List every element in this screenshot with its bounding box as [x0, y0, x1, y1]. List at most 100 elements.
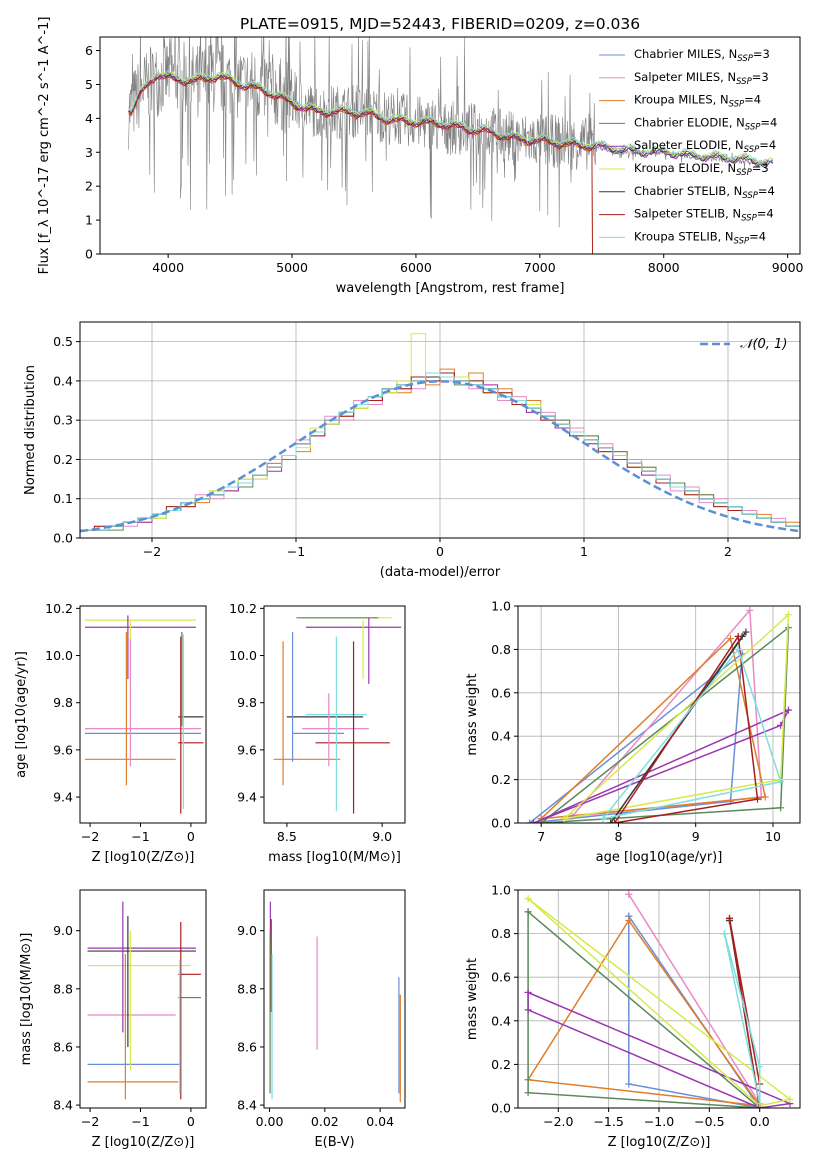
weight-vs-z-frame	[517, 889, 801, 1109]
weight-vs-age-series-line	[529, 652, 743, 823]
mass-vs-z-frame	[79, 889, 207, 1109]
legend-label: Chabrier STELIB, NSSP=4	[634, 184, 775, 201]
legend-label: Kroupa ELODIE, NSSP=3	[634, 161, 769, 178]
weight-vs-z-point-marker	[524, 1089, 532, 1097]
spectrum-ytick-label: 0	[85, 247, 93, 262]
legend-label: Salpeter ELODIE, NSSP=4	[634, 138, 776, 155]
spectrum-axes: 4000 5000 6000 7000 8000 9000 0 1 2 3 4 5 6 wavelengt…	[85, 43, 804, 296]
weight-vs-z-xtick-label: −0.5	[694, 1114, 724, 1129]
weight-vs-age-series-line	[533, 708, 791, 823]
age-vs-z-ytick-label: 10.0	[45, 648, 73, 663]
weight-vs-z-series-line	[527, 898, 792, 1107]
mass-vs-z-ylabel: mass [log10(M/M⊙)]	[19, 933, 34, 1066]
mass-vs-ebv-ytick-label: 8.6	[237, 1039, 257, 1054]
weight-vs-z-xtick-label: 0.0	[750, 1114, 770, 1129]
weight-vs-age-xtick-label: 9	[692, 829, 700, 844]
spectrum-ytick-label: 4	[85, 111, 93, 126]
age-vs-z-ytick-label: 10.2	[45, 601, 73, 616]
residuals-xtick-label: −1	[287, 544, 305, 559]
weight-vs-age-series-line	[540, 626, 790, 823]
weight-vs-age-series-line	[602, 647, 782, 820]
weight-vs-age-point-marker	[599, 815, 607, 823]
weight-vs-age-point-marker	[611, 819, 619, 823]
age-vs-mass-frame	[263, 605, 406, 824]
weight-vs-age-point-marker	[734, 632, 742, 640]
weight-vs-age-ylabel: mass weight	[465, 673, 480, 755]
age-vs-z-ytick-label: 9.8	[53, 695, 73, 710]
residuals-ytick-label: 0.4	[53, 373, 73, 388]
weight-vs-z-xlabel: Z [log10(Z/Z⊙)]	[608, 1135, 711, 1150]
residuals-frame	[79, 321, 801, 539]
weight-vs-z-point-marker	[524, 908, 532, 916]
mass-vs-z-xtick-label: −1	[131, 1114, 149, 1129]
weight-vs-z-point-marker	[786, 1095, 794, 1103]
weight-vs-age-ytick-label: 0.4	[491, 729, 511, 744]
residuals-ytick-label: 0.1	[53, 491, 73, 506]
weight-vs-age-ytick-label: 0.8	[491, 642, 511, 657]
legend-label: Kroupa MILES, NSSP=4	[634, 93, 761, 110]
gaussian-curve	[80, 380, 800, 533]
residuals-xlabel: (data-model)/error	[380, 565, 501, 580]
weight-vs-z-ytick-label: 0.2	[491, 1057, 511, 1072]
legend-label: Chabrier ELODIE, NSSP=4	[634, 115, 777, 132]
spectrum-data-line	[128, 37, 773, 228]
weight-vs-age-xtick-label: 10	[765, 829, 781, 844]
age-vs-z-ylabel: age [log10(age/yr)]	[14, 651, 29, 778]
spectrum-xtick-label: 6000	[400, 260, 432, 275]
spectrum-ytick-label: 5	[85, 77, 93, 92]
legend-label: Salpeter MILES, NSSP=3	[634, 70, 769, 87]
figure-title: PLATE=0915, MJD=52443, FIBERID=0209, z=0…	[240, 15, 640, 33]
age-vs-mass-xlabel: mass [log10(M/M⊙)]	[268, 850, 401, 865]
weight-vs-z-point-marker	[726, 914, 733, 922]
spectrum-frame	[99, 36, 801, 255]
weight-vs-age-point-marker	[726, 635, 734, 643]
weight-vs-z-point-marker	[756, 1063, 764, 1071]
weight-vs-z-series-line	[527, 991, 793, 1108]
weight-vs-age-point-marker	[742, 628, 750, 636]
weight-vs-z-xtick-label: −1.0	[644, 1114, 674, 1129]
spectrum-xtick-label: 9000	[772, 260, 804, 275]
age-vs-z-ytick-label: 9.6	[53, 742, 73, 757]
mass-vs-z-axes: −2 −1 0 8.4 8.6 8.8 9.0 Z [log10(Z/Z⊙)] mass [lo…	[19, 923, 195, 1150]
age-vs-mass-ytick-label: 9.6	[237, 742, 257, 757]
weight-vs-age-ytick-label: 0.6	[491, 685, 511, 700]
residuals-xtick-label: 0	[436, 544, 444, 559]
age-vs-z-xtick-label: −1	[131, 829, 149, 844]
weight-vs-age-point-marker	[734, 645, 742, 653]
spectrum-xtick-label: 8000	[648, 260, 680, 275]
weight-vs-z-series-line	[527, 919, 762, 1107]
residuals-ytick-label: 0.0	[53, 531, 73, 546]
weight-vs-age-point-marker	[784, 611, 792, 619]
weight-vs-age-point-marker	[746, 606, 754, 614]
mass-vs-ebv-ytick-label: 8.8	[237, 981, 257, 996]
weight-vs-z-ytick-label: 0.8	[491, 926, 511, 941]
age-vs-mass-axes: 8.5 9.0 9.4 9.6 9.8 10.0 10.2 mass [log10(M/M⊙)…	[229, 601, 401, 865]
mass-vs-ebv-frame	[263, 889, 406, 1109]
age-vs-mass-ytick-label: 9.4	[237, 790, 257, 805]
spectrum-model-line	[128, 69, 774, 165]
age-vs-mass-ytick-label: 9.8	[237, 695, 257, 710]
weight-vs-z-point-marker	[625, 917, 633, 925]
mass-vs-z-xlabel: Z [log10(Z/Z⊙)]	[92, 1135, 195, 1150]
age-vs-z-frame	[79, 605, 207, 824]
weight-vs-z-ylabel: mass weight	[465, 958, 480, 1040]
plots-layer: 4000 5000 6000 7000 8000 90000123456wavelengt…	[14, 17, 804, 1150]
weight-vs-z-ytick-label: 1.0	[491, 883, 511, 898]
mass-vs-z-ytick-label: 9.0	[53, 923, 73, 938]
residuals-ytick-label: 0.3	[53, 413, 73, 428]
weight-vs-z-series-line	[723, 933, 761, 1104]
legend-gaussian-label: 𝒩(0, 1)	[740, 337, 787, 352]
mass-vs-ebv-ytick-label: 9.0	[237, 923, 257, 938]
residuals-xtick-label: 2	[724, 544, 732, 559]
legend-label: Chabrier MILES, NSSP=3	[634, 47, 770, 64]
spectrum-model-line	[128, 74, 593, 254]
weight-vs-z-ytick-label: 0.6	[491, 970, 511, 985]
spectrum-xtick-label: 4000	[152, 260, 184, 275]
weight-vs-age-point-marker	[761, 793, 769, 801]
mass-vs-ebv-xtick-label: 0.00	[256, 1114, 284, 1129]
weight-vs-age-series-line	[613, 634, 759, 823]
spectrum-ytick-label: 2	[85, 179, 93, 194]
mass-vs-ebv-axes: 0.00 0.02 0.04 8.4 8.6 8.8 9.0 E(B-V)	[237, 923, 394, 1150]
spectrum-ytick-label: 3	[85, 145, 93, 160]
